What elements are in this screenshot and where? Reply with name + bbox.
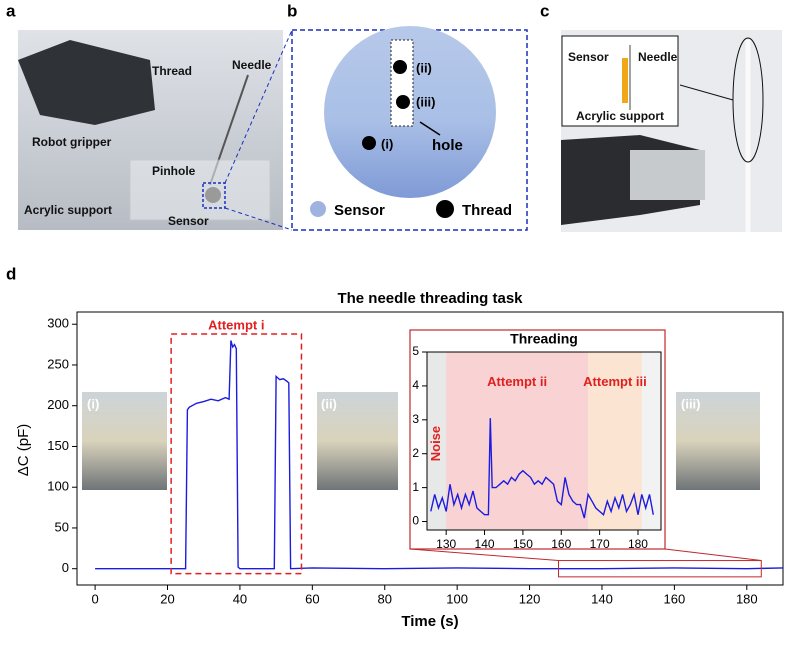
y-tick-label: 100 [47, 479, 69, 494]
y-tick-label: 250 [47, 356, 69, 371]
annotation: Needle [638, 50, 678, 64]
thread-dot [396, 95, 410, 109]
connector [409, 548, 559, 562]
annotation: (iii) [416, 94, 436, 109]
x-tick-label: 160 [664, 591, 686, 606]
sensor-strip [622, 58, 628, 103]
x-tick-label: 120 [519, 591, 541, 606]
acrylic [129, 159, 271, 221]
arrow [679, 84, 734, 101]
thread-dot [393, 60, 407, 74]
y-tick-label: 0 [412, 514, 419, 528]
y-tick-label: 3 [412, 412, 419, 426]
annotation: (i) [381, 136, 393, 151]
chart-title: The needle threading task [337, 290, 523, 307]
y-tick-label: 5 [412, 344, 419, 358]
photo-label: (iii) [681, 396, 701, 411]
attempt-box [170, 333, 303, 575]
photo-label: (i) [87, 396, 99, 411]
x-tick-label: 80 [378, 591, 392, 606]
chart-title: Threading [510, 331, 578, 347]
photo [82, 392, 167, 490]
annotation: hole [432, 137, 463, 154]
annotation: Acrylic support [24, 203, 112, 217]
y-tick-label: 50 [55, 519, 69, 534]
y-tick-label: 4 [412, 378, 419, 392]
x-tick-label: 40 [233, 591, 247, 606]
annotation: Robot gripper [32, 135, 112, 149]
annotation: Thread [152, 64, 192, 78]
panel-label: c [540, 1, 549, 20]
gripper [18, 40, 155, 125]
annotation: Pinhole [152, 164, 196, 178]
data-line [95, 340, 784, 570]
y-tick-label: 1 [412, 480, 419, 494]
photo [317, 392, 398, 490]
hole [390, 39, 414, 127]
photo [676, 392, 760, 490]
x-tick-label: 180 [736, 591, 758, 606]
panel-label: b [287, 1, 297, 20]
x-tick-label: 130 [436, 537, 456, 551]
sensor [205, 187, 221, 203]
annotation: (ii) [416, 60, 432, 75]
zoom-box [202, 182, 226, 209]
x-tick-label: 170 [590, 537, 610, 551]
x-tick-label: 60 [305, 591, 319, 606]
y-tick-label: 150 [47, 438, 69, 453]
annotation: Sensor [568, 50, 609, 64]
x-axis-label: Time (s) [401, 613, 458, 630]
legend-label: Sensor [334, 202, 385, 219]
connector [224, 207, 293, 231]
legend-swatch [310, 201, 326, 217]
region-label: Attempt iii [583, 374, 647, 389]
y-axis-label: ΔC (pF) [15, 424, 32, 477]
x-tick-label: 180 [628, 537, 648, 551]
plot-frame [76, 311, 784, 586]
photo-label: (ii) [321, 396, 337, 411]
annotation: Acrylic support [576, 109, 664, 123]
data-line [430, 418, 654, 519]
region [427, 352, 447, 530]
arrow [419, 121, 441, 136]
y-tick-label: 0 [62, 560, 69, 575]
x-tick-label: 140 [475, 537, 495, 551]
attempt-label: Attempt i [208, 317, 264, 332]
y-tick-label: 200 [47, 397, 69, 412]
bracket [630, 150, 705, 200]
thread-dot [362, 136, 376, 150]
photo-group: (i) (ii) (iii) [82, 392, 760, 490]
region-label: Attempt ii [487, 374, 547, 389]
zoom-box [558, 560, 762, 578]
x-tick-label: 0 [91, 591, 98, 606]
y-tick-label: 300 [47, 316, 69, 331]
x-tick-label: 140 [591, 591, 613, 606]
x-tick-label: 100 [446, 591, 468, 606]
annotation: Needle [232, 58, 272, 72]
x-tick-label: 160 [551, 537, 571, 551]
plot-frame [426, 351, 662, 531]
zoom-inset [561, 35, 679, 127]
x-tick-label: 20 [160, 591, 174, 606]
annotation: Sensor [168, 214, 209, 228]
y-tick-label: 2 [412, 446, 419, 460]
panel-label: a [6, 1, 16, 20]
legend-label: Thread [462, 202, 512, 219]
panel-label: d [6, 264, 16, 283]
region-label: Noise [428, 426, 443, 461]
legend-swatch [436, 200, 454, 218]
x-tick-label: 150 [513, 537, 533, 551]
connector [664, 548, 762, 562]
